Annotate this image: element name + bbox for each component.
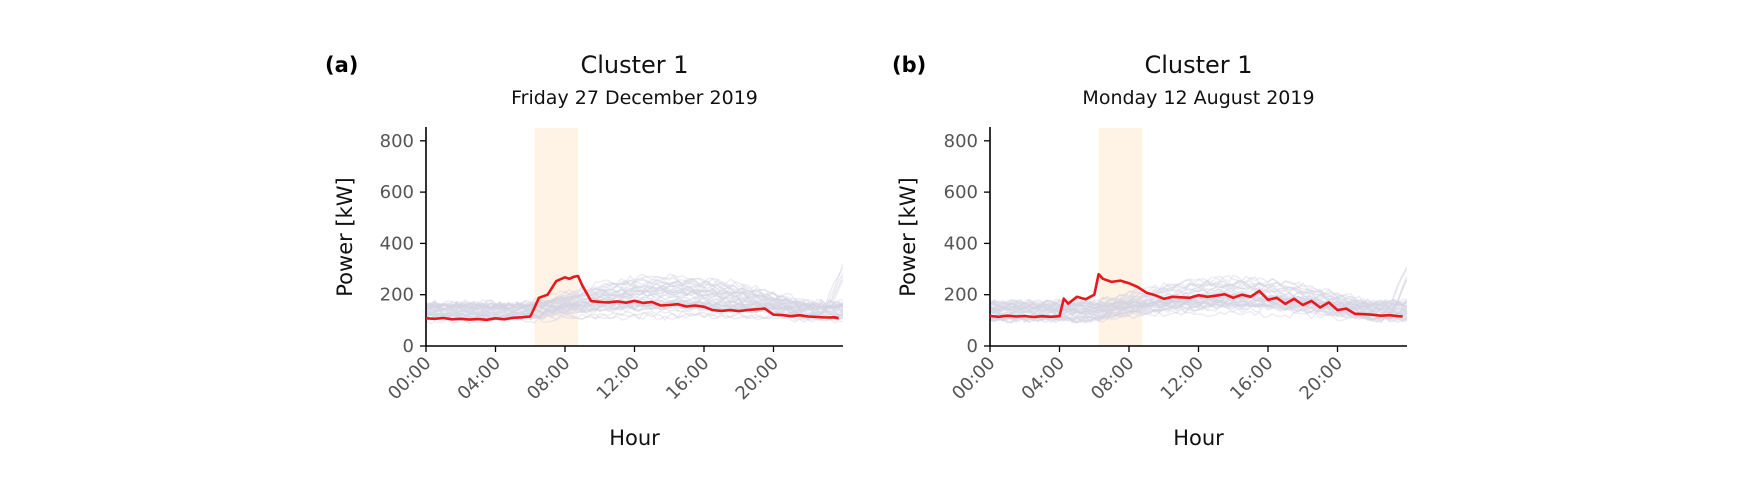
background-trace xyxy=(990,286,1407,321)
background-trace xyxy=(426,303,843,316)
background-trace xyxy=(426,299,843,313)
y-axis-label: Power [kW] xyxy=(896,177,920,296)
background-trace xyxy=(426,278,843,312)
background-trace xyxy=(426,273,843,307)
background-trace xyxy=(426,299,843,322)
x-tick-label: 04:00 xyxy=(454,353,506,405)
background-trace xyxy=(426,281,843,310)
chart-subtitle: Monday 12 August 2019 xyxy=(1082,87,1314,109)
y-tick-label: 400 xyxy=(380,233,414,254)
background-trace xyxy=(990,296,1407,308)
y-tick-label: 0 xyxy=(403,336,414,357)
panel-label: (a) xyxy=(325,53,358,77)
y-axis-label: Power [kW] xyxy=(333,177,357,296)
background-trace xyxy=(426,276,843,310)
x-tick-label: 20:00 xyxy=(1296,353,1348,405)
background-trace xyxy=(426,280,843,312)
background-trace xyxy=(990,281,1407,311)
background-trace xyxy=(990,274,1407,307)
background-trace xyxy=(426,291,843,318)
chart-subtitle: Friday 27 December 2019 xyxy=(511,87,758,109)
background-trace xyxy=(990,300,1407,309)
x-axis-label: Hour xyxy=(1173,426,1224,450)
background-trace xyxy=(990,278,1407,324)
chart-title: Cluster 1 xyxy=(1144,51,1252,79)
background-trace xyxy=(990,274,1407,307)
background-trace xyxy=(426,276,843,319)
background-trace xyxy=(426,295,843,316)
x-tick-label: 20:00 xyxy=(732,353,784,405)
background-trace xyxy=(990,289,1407,314)
y-tick-label: 200 xyxy=(380,285,414,306)
background-trace xyxy=(990,298,1407,311)
background-trace xyxy=(426,263,843,309)
background-trace xyxy=(426,289,843,307)
background-trace xyxy=(426,301,843,312)
background-trace xyxy=(990,300,1407,309)
x-tick-label: 00:00 xyxy=(948,353,1000,405)
x-tick-label: 12:00 xyxy=(1157,353,1209,405)
background-trace xyxy=(426,279,843,316)
background-trace xyxy=(426,285,843,309)
x-tick-label: 12:00 xyxy=(593,353,645,405)
x-tick-label: 16:00 xyxy=(1226,353,1278,405)
background-trace xyxy=(426,301,843,314)
chart-panel-b: (b) Cluster 1 Monday 12 August 2019 0 200 400… xyxy=(892,51,1407,450)
background-trace xyxy=(990,294,1407,314)
background-trace xyxy=(990,293,1407,311)
background-trace xyxy=(426,287,843,310)
y-tick-label: 0 xyxy=(967,336,978,357)
x-tick-label: 04:00 xyxy=(1018,353,1070,405)
background-trace xyxy=(426,301,843,311)
x-tick-label: 00:00 xyxy=(384,353,436,405)
y-tick-label: 200 xyxy=(944,285,978,306)
y-tick-label: 800 xyxy=(944,131,978,152)
background-trace xyxy=(990,301,1407,323)
background-trace xyxy=(990,280,1407,307)
series-line xyxy=(989,272,1403,319)
background-trace xyxy=(990,300,1407,309)
background-trace xyxy=(426,291,843,309)
background-trace xyxy=(426,299,843,322)
highlight-band xyxy=(534,128,579,346)
background-trace xyxy=(990,266,1407,311)
panel-label: (b) xyxy=(892,53,926,77)
x-tick-label: 16:00 xyxy=(662,353,714,405)
x-axis-label: Hour xyxy=(609,426,660,450)
series-line xyxy=(425,274,839,322)
background-trace xyxy=(426,285,843,310)
background-trace xyxy=(990,301,1407,324)
background-trace xyxy=(990,296,1407,312)
chart-title: Cluster 1 xyxy=(580,51,688,79)
y-tick-label: 600 xyxy=(944,182,978,203)
highlight-band xyxy=(1098,128,1143,346)
background-trace xyxy=(426,312,843,321)
y-tick-label: 800 xyxy=(380,131,414,152)
chart-panel-a: (a) Cluster 1 Friday 27 December 2019 0 200 4… xyxy=(325,51,843,450)
background-trace xyxy=(990,296,1407,317)
x-tick-label: 08:00 xyxy=(1087,353,1139,405)
x-tick-label: 08:00 xyxy=(523,353,575,405)
background-trace xyxy=(426,289,843,321)
background-trace xyxy=(990,279,1407,307)
background-trace xyxy=(426,302,843,312)
y-tick-label: 400 xyxy=(944,233,978,254)
background-trace xyxy=(426,284,843,313)
background-trace xyxy=(426,267,843,313)
y-tick-label: 600 xyxy=(380,182,414,203)
background-trace xyxy=(990,268,1407,313)
background-trace xyxy=(426,279,843,309)
background-trace xyxy=(990,283,1407,309)
background-trace xyxy=(426,305,843,316)
background-trace xyxy=(990,286,1407,312)
